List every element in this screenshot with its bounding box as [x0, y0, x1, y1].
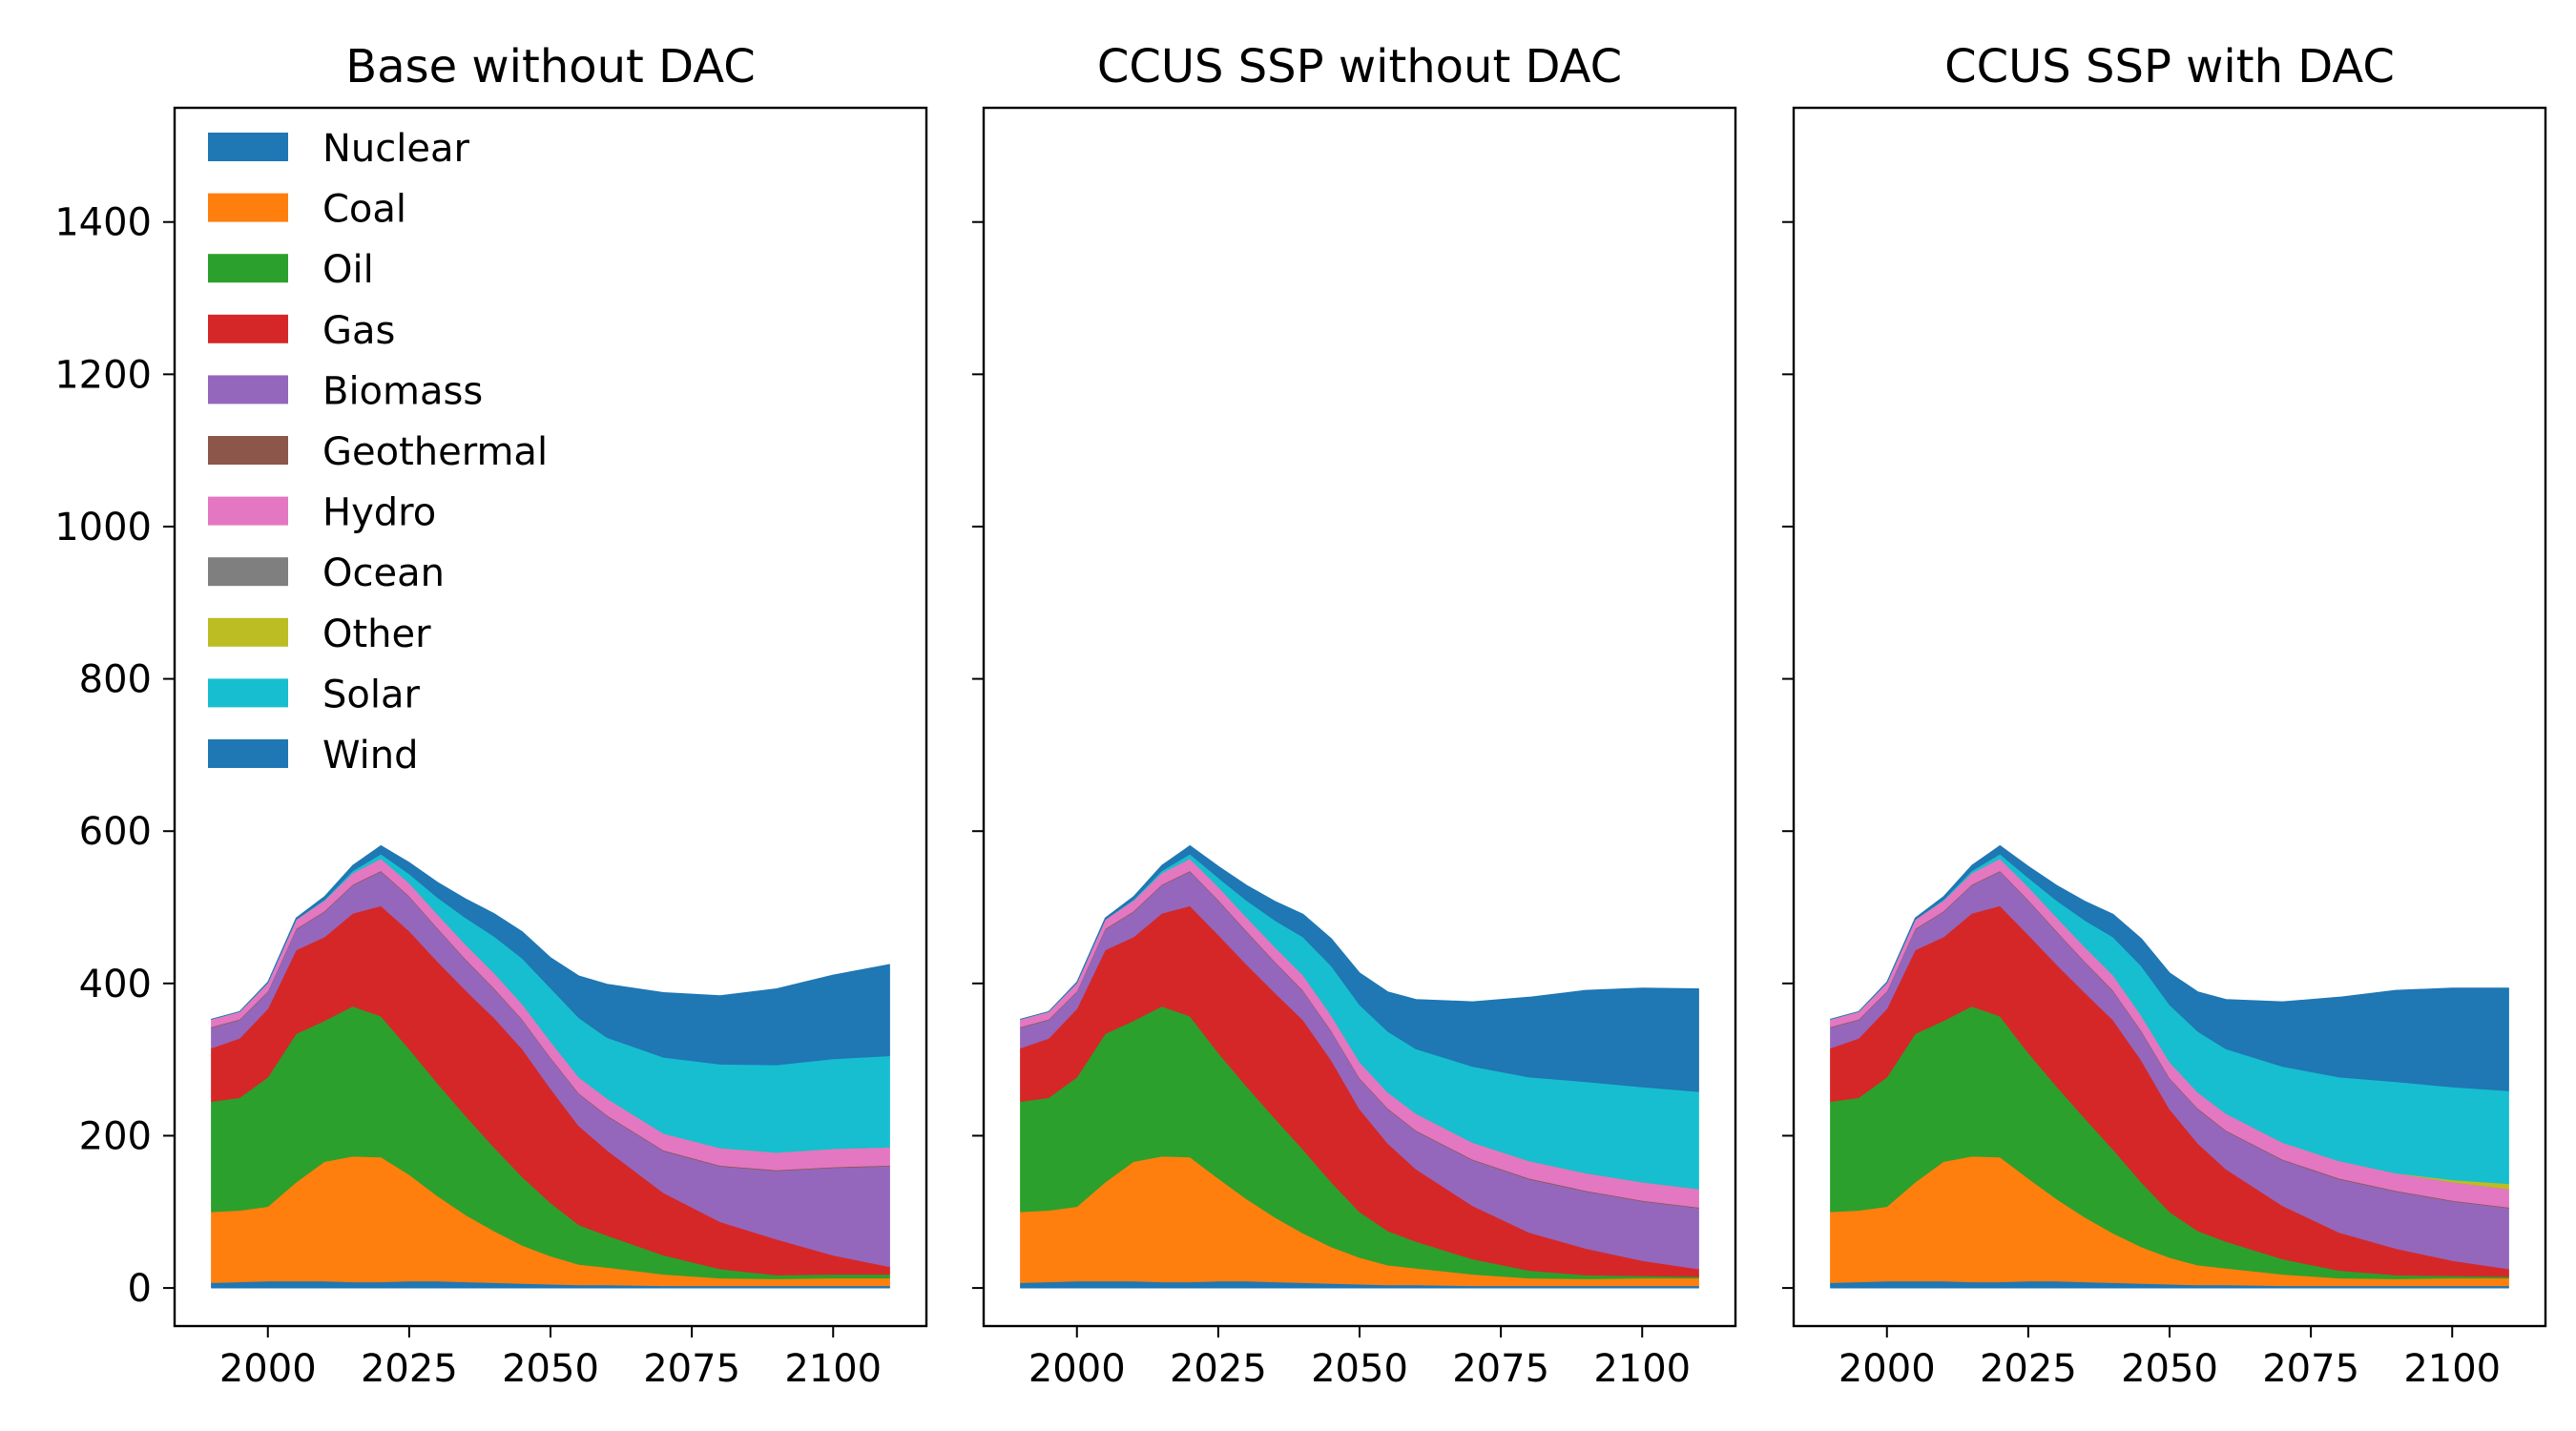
- panel-3: 2000 2025 2050 2075 2100 CCUS SSP with DAC: [1782, 40, 2547, 1391]
- legend-label: Ocean: [322, 551, 445, 595]
- legend-swatch: [208, 496, 288, 526]
- legend-swatch: [208, 436, 288, 465]
- legend-label: Biomass: [322, 369, 483, 413]
- legend-label: Wind: [322, 734, 419, 778]
- area-wind: [1830, 844, 2509, 1091]
- x-tick-label: 2000: [1028, 1347, 1126, 1391]
- legend-swatch: [208, 617, 288, 647]
- legend-label: Hydro: [322, 491, 436, 535]
- legend-swatch: [208, 678, 288, 708]
- x-tick-label: 2075: [643, 1347, 740, 1391]
- area-layers: [1830, 844, 2509, 1289]
- area-wind: [211, 844, 890, 1066]
- y-tick-label: 200: [79, 1114, 152, 1158]
- legend-swatch: [208, 314, 288, 343]
- legend-swatch: [208, 557, 288, 587]
- legend-label: Oil: [322, 248, 374, 292]
- legend-label: Nuclear: [322, 127, 470, 171]
- panel-2: 2000 2025 2050 2075 2100 CCUS SSP without DAC: [972, 40, 1737, 1391]
- legend-swatch: [208, 739, 288, 768]
- x-tick-label: 2075: [2262, 1347, 2359, 1391]
- legend-swatch: [208, 193, 288, 222]
- y-tick-label: 600: [79, 810, 152, 854]
- x-tick-label: 2050: [1311, 1347, 1408, 1391]
- legend-swatch: [208, 254, 288, 283]
- x-tick-label: 2100: [1593, 1347, 1691, 1391]
- legend-label: Gas: [322, 309, 395, 353]
- x-tick-label: 2100: [2403, 1347, 2501, 1391]
- y-tick-label: 1000: [54, 506, 152, 550]
- legend-label: Coal: [322, 188, 406, 232]
- legend-label: Other: [322, 612, 431, 656]
- x-tick-label: 2000: [219, 1347, 317, 1391]
- x-tick-label: 2000: [1839, 1347, 1936, 1391]
- area-wind: [1020, 844, 1699, 1092]
- y-tick-label: 1200: [54, 353, 152, 397]
- x-tick-label: 2075: [1452, 1347, 1549, 1391]
- y-tick-label: 0: [128, 1267, 152, 1311]
- x-tick-label: 2025: [1170, 1347, 1267, 1391]
- y-tick-label: 800: [79, 658, 152, 702]
- panel-1: 2000 2025 2050 2075 2100 0 200 400 600 800 1000 120…: [54, 40, 928, 1391]
- x-tick-label: 2100: [784, 1347, 882, 1391]
- area-layers: [211, 844, 890, 1289]
- area-layers: [1020, 844, 1699, 1289]
- x-tick-label: 2025: [1980, 1347, 2077, 1391]
- x-tick-label: 2050: [2121, 1347, 2218, 1391]
- x-tick-label: 2025: [361, 1347, 458, 1391]
- panel-title: CCUS SSP without DAC: [1097, 40, 1622, 93]
- legend-swatch: [208, 133, 288, 161]
- y-tick-label: 400: [79, 963, 152, 1006]
- legend-swatch: [208, 375, 288, 404]
- legend: Nuclear Coal Oil Gas Biomass Geothermal Hydro O…: [208, 127, 548, 778]
- legend-label: Solar: [322, 673, 420, 716]
- panel-title: CCUS SSP with DAC: [1944, 40, 2395, 93]
- panel-title: Base without DAC: [345, 40, 755, 93]
- legend-label: Geothermal: [322, 430, 548, 474]
- panels: 2000 2025 2050 2075 2100 0 200 400 600 800 1000 120…: [54, 40, 2547, 1391]
- x-tick-label: 2050: [502, 1347, 599, 1391]
- y-tick-label: 1400: [54, 201, 152, 245]
